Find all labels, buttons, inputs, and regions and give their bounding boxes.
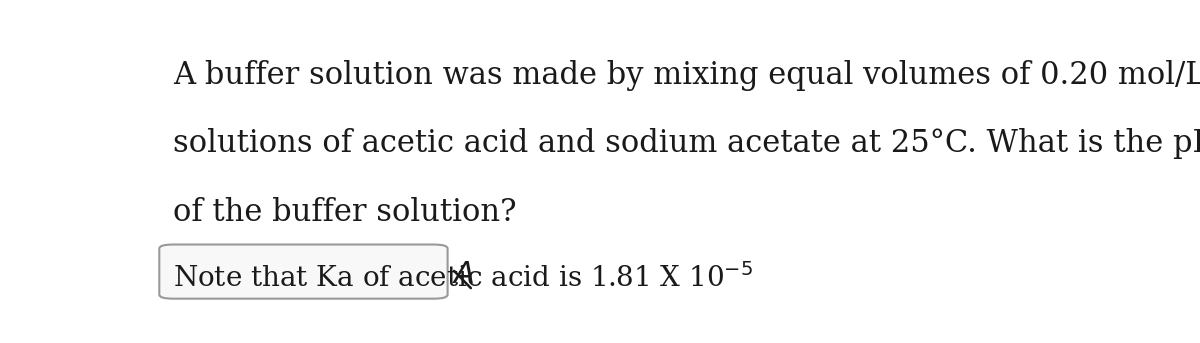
Text: solutions of acetic acid and sodium acetate at 25°C. What is the pH: solutions of acetic acid and sodium acet…: [173, 128, 1200, 159]
Text: $\mathit{A}$: $\mathit{A}$: [452, 259, 475, 290]
Text: Note that Ka of acetic acid is 1.81 X 10$^{-5}$: Note that Ka of acetic acid is 1.81 X 10…: [173, 263, 754, 293]
Text: A buffer solution was made by mixing equal volumes of 0.20 mol/L: A buffer solution was made by mixing equ…: [173, 60, 1200, 91]
Text: of the buffer solution?: of the buffer solution?: [173, 197, 517, 228]
FancyBboxPatch shape: [160, 245, 448, 299]
